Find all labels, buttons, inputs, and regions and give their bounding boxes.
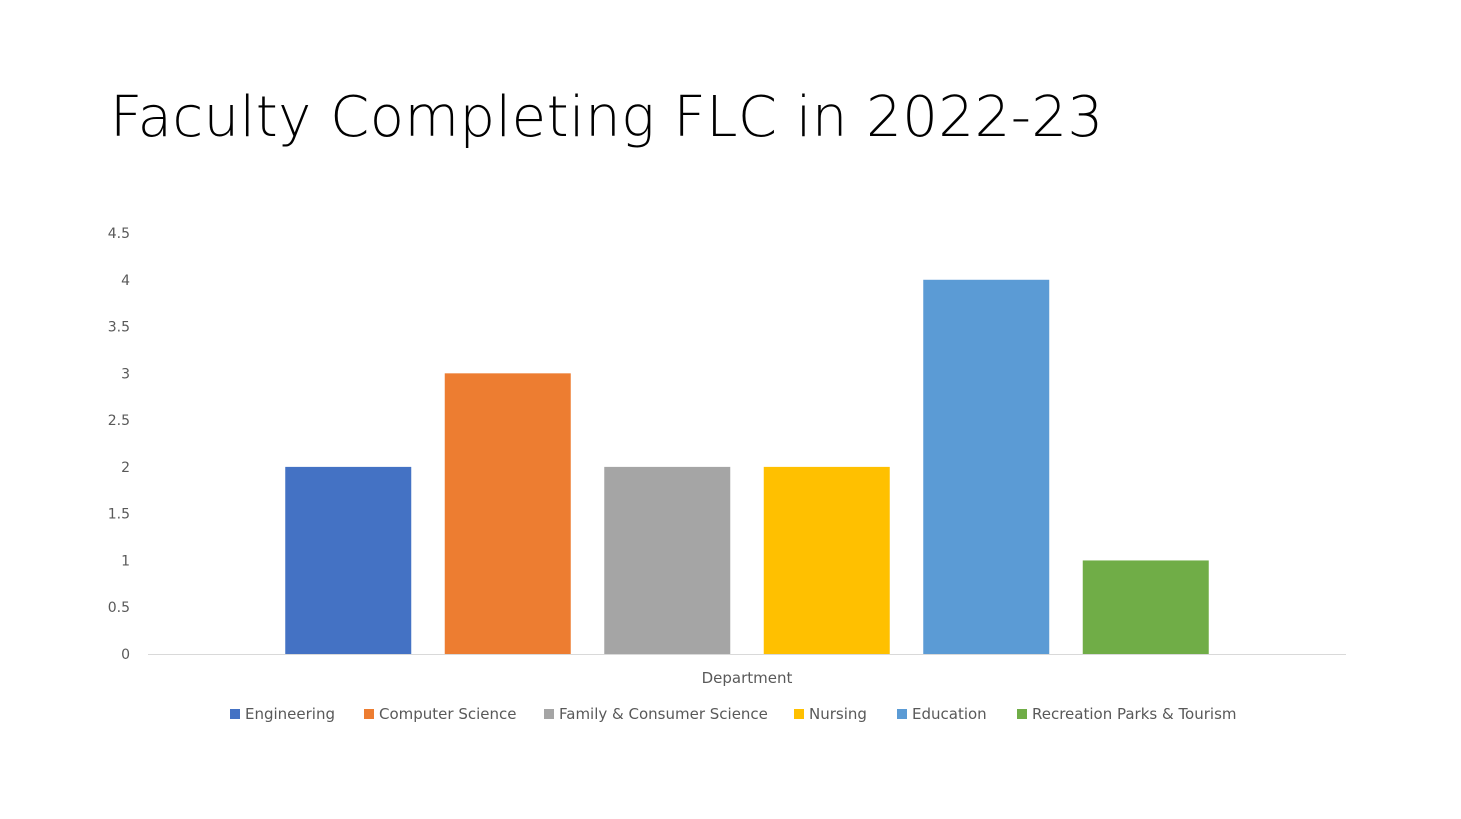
legend-label-education: Education bbox=[912, 705, 987, 723]
y-tick-label: 1 bbox=[121, 553, 130, 569]
y-tick-label: 2 bbox=[121, 460, 130, 476]
y-tick-label: 3 bbox=[121, 366, 130, 382]
bars bbox=[285, 279, 1209, 654]
legend-label-recreation-parks-and-tourism: Recreation Parks & Tourism bbox=[1032, 705, 1237, 723]
slide-title: Faculty Completing FLC in 2022-23 bbox=[110, 85, 1104, 150]
legend-swatch-computer-science bbox=[364, 709, 374, 719]
bar-nursing bbox=[763, 466, 890, 654]
bar-family-and-consumer-science bbox=[604, 466, 731, 654]
bar-education bbox=[923, 279, 1050, 654]
legend: Engineering Computer Science Family & Cons… bbox=[230, 705, 1237, 723]
y-tick-label: 4.5 bbox=[108, 226, 130, 242]
y-tick-label: 0 bbox=[121, 647, 130, 663]
legend-swatch-education bbox=[897, 709, 907, 719]
legend-swatch-family-and-consumer-science bbox=[544, 709, 554, 719]
x-axis-title: Department bbox=[702, 669, 793, 687]
y-tick-label: 1.5 bbox=[108, 507, 130, 523]
y-tick-label: 4 bbox=[121, 273, 130, 289]
legend-label-nursing: Nursing bbox=[809, 705, 867, 723]
legend-swatch-engineering bbox=[230, 709, 240, 719]
y-tick-label: 2.5 bbox=[108, 413, 130, 429]
bar-computer-science bbox=[444, 373, 571, 654]
y-axis-ticks: 0 0.5 1 1.5 2 2.5 3 3.5 4 4.5 bbox=[108, 226, 130, 663]
y-tick-label: 0.5 bbox=[108, 600, 130, 616]
legend-label-engineering: Engineering bbox=[245, 705, 335, 723]
bar-recreation-parks-and-tourism bbox=[1082, 560, 1209, 654]
y-tick-label: 3.5 bbox=[108, 320, 130, 336]
legend-swatch-recreation-parks-and-tourism bbox=[1017, 709, 1027, 719]
bar-engineering bbox=[285, 466, 412, 654]
legend-label-family-and-consumer-science: Family & Consumer Science bbox=[559, 705, 768, 723]
legend-swatch-nursing bbox=[794, 709, 804, 719]
legend-label-computer-science: Computer Science bbox=[379, 705, 516, 723]
